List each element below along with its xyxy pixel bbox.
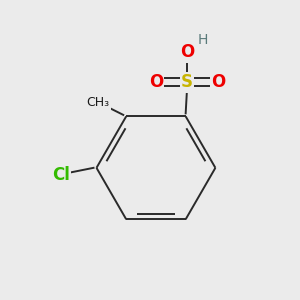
Text: H: H bbox=[197, 33, 208, 47]
Text: O: O bbox=[211, 73, 226, 91]
Text: S: S bbox=[181, 73, 193, 91]
Text: CH₃: CH₃ bbox=[86, 97, 110, 110]
Text: O: O bbox=[149, 73, 163, 91]
Text: Cl: Cl bbox=[52, 166, 70, 184]
Text: O: O bbox=[180, 44, 194, 62]
